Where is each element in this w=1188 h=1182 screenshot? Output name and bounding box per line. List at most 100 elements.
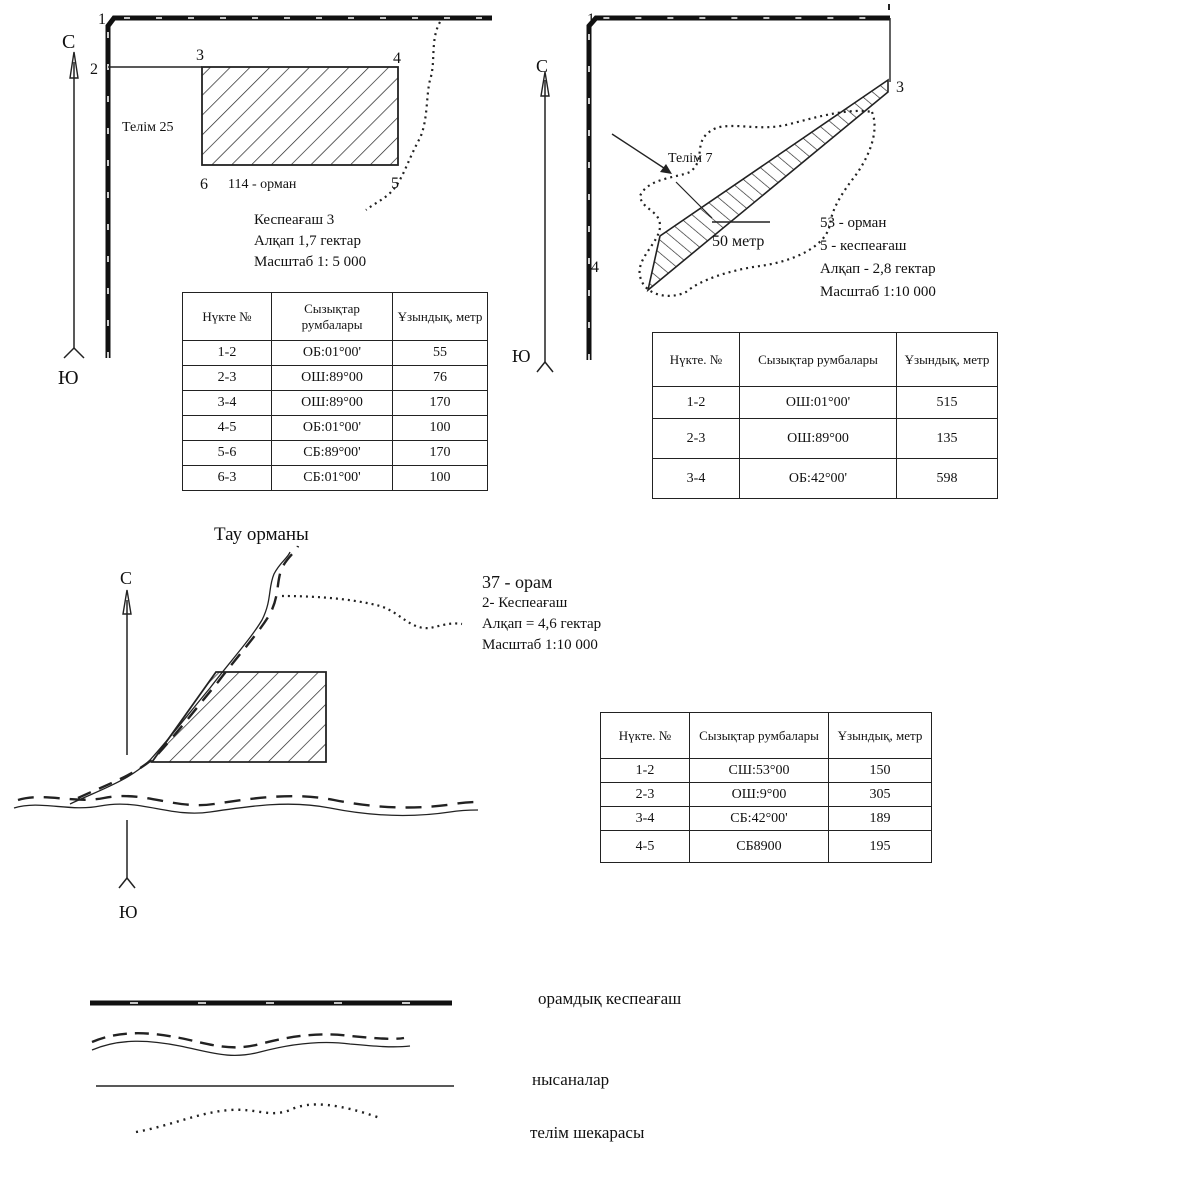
table-row: 1-2 СШ:53°00 150 <box>600 758 932 783</box>
table-cell: СШ:53°00 <box>689 758 829 783</box>
diagram3: Тау орманы С Ю <box>13 524 481 922</box>
table-header: Нүкте. № <box>652 332 740 387</box>
table-header: Ұзындық, метр <box>896 332 998 387</box>
plot-label: Телім 25 <box>122 120 173 135</box>
plot-label: Телім 7 <box>668 151 712 166</box>
table-cell: ОШ:01°00' <box>739 386 897 419</box>
table-cell: 135 <box>896 418 998 459</box>
info-line: Масштаб 1: 5 000 <box>254 254 367 270</box>
point-label-5: 5 <box>391 175 399 192</box>
point-label-3: 3 <box>196 47 204 64</box>
legend: орамдық кеспеағаш нысаналар телім шекара… <box>90 989 681 1142</box>
south-label: Ю <box>58 367 79 389</box>
plot-boundary-dotted-1 <box>365 21 441 211</box>
table-row: 5-6 СБ:89°00' 170 <box>182 440 488 466</box>
legend-label-plot-boundary: телім шекарасы <box>530 1123 645 1142</box>
table-row: 4-5 СБ8900 195 <box>600 830 932 863</box>
plot-boundary-dotted-3 <box>281 594 463 630</box>
table-cell: СБ:01°00' <box>271 465 393 491</box>
point-label-1: 1 <box>98 11 106 28</box>
pointer-arrowhead <box>660 164 672 174</box>
table-cell: СБ:89°00' <box>271 440 393 466</box>
info-line: 2- Кеспеағаш <box>482 595 568 611</box>
diagram1: С Ю 1 2 3 4 5 6 Телім 25 114 - орман <box>58 11 492 389</box>
table-cell: 6-3 <box>182 465 272 491</box>
table-cell: ОБ:01°00' <box>271 340 393 366</box>
table-header: Нүкте. № <box>600 712 690 759</box>
info-line: Алқап - 2,8 гектар <box>820 261 936 277</box>
info-line: Кеспеағаш 3 <box>254 212 335 228</box>
table-cell: 2-3 <box>652 418 740 459</box>
table-cell: ОШ:9°00 <box>689 782 829 807</box>
plot-25 <box>201 66 399 166</box>
table-row: 3-4 ОБ:42°00' 598 <box>652 458 998 499</box>
table-cell: 100 <box>392 465 488 491</box>
plot-7 <box>646 78 889 293</box>
north-label: С <box>536 56 548 76</box>
point-label-2: 2 <box>90 61 98 78</box>
table-cell: 189 <box>828 806 932 831</box>
north-arrow-2: С Ю <box>512 56 554 373</box>
distance-line-diagonal <box>675 181 713 219</box>
table-header: Сызықтар румбалары <box>739 332 897 387</box>
table-cell: ОШ:89°00 <box>271 365 393 391</box>
north-label: С <box>62 31 75 53</box>
table-cell: 4-5 <box>182 415 272 441</box>
table-cell: 170 <box>392 390 488 416</box>
bearing-table-1: Нүкте № Сызықтар румбалары Ұзындық, метр… <box>182 292 488 491</box>
table-cell: 2-3 <box>182 365 272 391</box>
table-row: 2-3 ОШ:9°00 305 <box>600 782 932 807</box>
distance-label: 50 метр <box>712 233 764 250</box>
table-row: 4-5 ОБ:01°00' 100 <box>182 415 488 441</box>
info-line: 5 - кеспеағаш <box>820 238 907 254</box>
table-cell: 170 <box>392 440 488 466</box>
table-row: 6-3 СБ:01°00' 100 <box>182 465 488 491</box>
table-cell: 76 <box>392 365 488 391</box>
table-row: 1-2 ОШ:01°00' 515 <box>652 386 998 419</box>
table-cell: 3-4 <box>182 390 272 416</box>
table-cell: ОБ:42°00' <box>739 458 897 499</box>
north-arrow-1: С Ю <box>58 31 85 389</box>
info-block-2: 53 - орман 5 - кеспеағаш Алқап - 2,8 гек… <box>820 212 936 304</box>
legend-symbol-dotted-line <box>135 1103 381 1134</box>
table-cell: 4-5 <box>600 830 690 863</box>
legend-symbol-double-line <box>91 1032 411 1057</box>
table-cell: 1-2 <box>652 386 740 419</box>
plot-cutting <box>150 671 327 763</box>
table-cell: 2-3 <box>600 782 690 807</box>
quarter-boundary-2 <box>586 15 890 360</box>
table-header: Нүкте № <box>182 292 272 341</box>
info-block-3: 37 - орам 2- Кеспеағаш Алқап = 4,6 гекта… <box>482 572 601 656</box>
table-cell: СБ8900 <box>689 830 829 863</box>
quarter-boundary-1 <box>105 15 492 358</box>
table-row: 2-3 ОШ:89°00 135 <box>652 418 998 459</box>
table-row: 3-4 ОШ:89°00 170 <box>182 390 488 416</box>
point-label-4: 4 <box>591 259 599 276</box>
diagram2: С Ю 1 3 4 Телім 7 50 метр <box>512 4 904 373</box>
table-row: 2-3 ОШ:89°00 76 <box>182 365 488 391</box>
river-line <box>13 794 481 817</box>
table-cell: 100 <box>392 415 488 441</box>
info-block-1: Кеспеағаш 3 Алқап 1,7 гектар Масштаб 1: … <box>254 210 366 273</box>
table-cell: 1-2 <box>600 758 690 783</box>
point-label-6: 6 <box>200 176 208 193</box>
north-arrow-3: С Ю <box>118 568 138 922</box>
table-cell: СБ:42°00' <box>689 806 829 831</box>
table-cell: 5-6 <box>182 440 272 466</box>
south-label: Ю <box>119 902 138 922</box>
table-cell: 150 <box>828 758 932 783</box>
table-header: Сызықтар румбалары <box>271 292 393 341</box>
table-row: 1-2 ОБ:01°00' 55 <box>182 340 488 366</box>
table-cell: ОШ:89°00 <box>739 418 897 459</box>
table-cell: 3-4 <box>600 806 690 831</box>
info-line: 37 - орам <box>482 572 553 592</box>
table-header: Ұзындық, метр <box>828 712 932 759</box>
table-cell: 598 <box>896 458 998 499</box>
north-label: С <box>120 568 132 588</box>
info-line: Алқап 1,7 гектар <box>254 233 361 249</box>
table-cell: 3-4 <box>652 458 740 499</box>
info-line: Масштаб 1:10 000 <box>820 284 936 300</box>
table-row: 3-4 СБ:42°00' 189 <box>600 806 932 831</box>
pointer-arrow <box>611 133 671 173</box>
point-label-3: 3 <box>896 79 904 96</box>
